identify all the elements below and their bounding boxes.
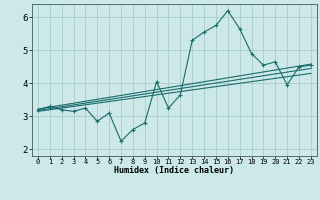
X-axis label: Humidex (Indice chaleur): Humidex (Indice chaleur) [115, 166, 234, 175]
